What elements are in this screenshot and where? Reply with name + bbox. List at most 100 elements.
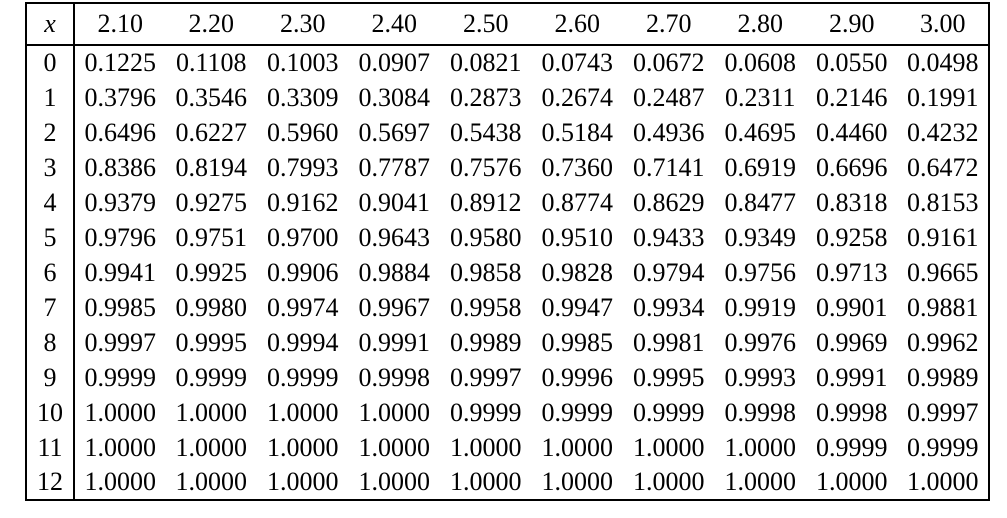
table-cell: 0.9985: [84, 292, 157, 322]
table-cell: 0.8477: [724, 187, 797, 217]
table-cell: 0.3546: [175, 82, 248, 112]
table-cell: 1.0000: [175, 467, 248, 496]
column-header: 2.60: [554, 9, 601, 38]
table-cell: 0.7576: [450, 152, 522, 182]
table-cell: 0.9958: [450, 292, 522, 322]
table-cell: 1.0000: [84, 432, 157, 462]
table-cell: 0.9643: [358, 222, 431, 252]
table-cell: 0.9991: [358, 327, 431, 357]
table-cell: 0.9999: [541, 397, 614, 427]
row-label: 12: [26, 465, 75, 500]
table-cell: 0.9997: [84, 327, 157, 357]
table-cell: 0.0608: [724, 48, 797, 77]
table-cell: 0.6227: [175, 117, 248, 147]
table-cell: 0.6496: [84, 117, 157, 147]
column-header: 2.10: [97, 9, 144, 38]
table-row: 9 0.9999 0.9999 0.9999 0.9998 0.9997 0.9996 0.9…: [26, 360, 989, 395]
table-cell: 0.9796: [84, 222, 157, 252]
table-row: 12 1.0000 1.0000 1.0000 1.0000 1.0000 1.0000 1.…: [26, 465, 989, 500]
table-cell: 0.9713: [816, 257, 888, 287]
table-cell: 0.9967: [358, 292, 431, 322]
table-cell: 0.1003: [267, 48, 339, 77]
table-cell: 0.9901: [816, 292, 888, 322]
table-cell: 0.9998: [816, 397, 888, 427]
table-cell: 1.0000: [633, 432, 705, 462]
table-cell: 0.4695: [724, 117, 797, 147]
table-cell: 0.2873: [450, 82, 522, 112]
table-cell: 0.9997: [450, 362, 522, 392]
table-cell: 0.9941: [84, 257, 157, 287]
table-cell: 0.9995: [175, 327, 248, 357]
table-cell: 0.9881: [907, 292, 979, 322]
table-cell: 0.0743: [541, 48, 614, 77]
table-cell: 0.7141: [633, 152, 705, 182]
table-cell: 0.7993: [267, 152, 339, 182]
table-cell: 0.8153: [907, 187, 979, 217]
table-cell: 0.1108: [175, 48, 247, 77]
table-cell: 0.9925: [175, 257, 248, 287]
table-cell: 0.9994: [267, 327, 339, 357]
table-cell: 1.0000: [267, 467, 339, 496]
table-cell: 1.0000: [358, 397, 431, 427]
table-row: 10 1.0000 1.0000 1.0000 1.0000 0.9999 0.9999 0.…: [26, 395, 989, 430]
table-cell: 0.9980: [175, 292, 248, 322]
table-row: 6 0.9941 0.9925 0.9906 0.9884 0.9858 0.9828 0.9…: [26, 255, 989, 290]
table-cell: 0.2487: [633, 82, 705, 112]
table-cell: 0.8774: [541, 187, 614, 217]
table-cell: 0.9999: [175, 362, 248, 392]
table-cell: 0.9991: [816, 362, 888, 392]
table-cell: 0.9999: [450, 397, 522, 427]
table-cell: 0.9700: [267, 222, 339, 252]
table-cell: 0.9998: [358, 362, 431, 392]
table-cell: 0.9756: [724, 257, 797, 287]
table-cell: 0.2146: [816, 82, 888, 112]
table-cell: 0.9794: [633, 257, 705, 287]
table-cell: 1.0000: [724, 467, 797, 496]
table-cell: 0.9999: [84, 362, 157, 392]
row-label: 11: [26, 430, 75, 465]
table-cell: 0.9919: [724, 292, 797, 322]
table-cell: 0.9999: [816, 432, 888, 462]
table-cell: 1.0000: [633, 467, 705, 496]
table-cell: 0.9947: [541, 292, 614, 322]
table-cell: 0.9999: [633, 397, 705, 427]
table-cell: 1.0000: [84, 397, 157, 427]
table-cell: 0.9162: [267, 187, 339, 217]
column-header: 2.20: [188, 9, 235, 38]
row-label: 5: [26, 220, 75, 255]
row-label: 2: [26, 115, 75, 150]
table-cell: 1.0000: [541, 467, 614, 496]
table-cell: 1.0000: [84, 467, 157, 496]
header-row: x 2.10 2.20 2.30 2.40 2.50 2.60 2.70 2.80 2.90 3.…: [26, 3, 989, 45]
table-cell: 0.9969: [816, 327, 888, 357]
table-cell: 0.9161: [907, 222, 979, 252]
column-header: 3.00: [920, 9, 966, 38]
table-cell: 0.0498: [907, 48, 979, 77]
table-cell: 1.0000: [358, 467, 431, 496]
table-cell: 0.9999: [907, 432, 979, 462]
table-cell: 0.9275: [175, 187, 248, 217]
table-cell: 1.0000: [724, 432, 797, 462]
table-cell: 0.9751: [175, 222, 248, 252]
table-row: 5 0.9796 0.9751 0.9700 0.9643 0.9580 0.9510 0.9…: [26, 220, 989, 255]
row-label: 10: [26, 395, 75, 430]
table-cell: 0.9433: [633, 222, 705, 252]
column-header: 2.70: [646, 9, 692, 38]
table-cell: 0.9989: [450, 327, 522, 357]
table-cell: 0.9997: [907, 397, 979, 427]
table-cell: 0.9962: [907, 327, 979, 357]
table-cell: 1.0000: [267, 397, 339, 427]
table-cell: 0.6919: [724, 152, 797, 182]
table-cell: 0.8318: [816, 187, 888, 217]
table-cell: 0.6696: [816, 152, 888, 182]
table-cell: 0.7787: [358, 152, 431, 182]
table-cell: 0.3084: [358, 82, 431, 112]
corner-label-x: x: [26, 3, 75, 45]
table-cell: 0.9041: [358, 187, 431, 217]
table-cell: 1.0000: [450, 467, 522, 496]
table-cell: 1.0000: [267, 432, 339, 462]
table-cell: 0.2311: [724, 82, 796, 112]
table-cell: 0.8386: [84, 152, 157, 182]
table-cell: 0.9998: [724, 397, 797, 427]
